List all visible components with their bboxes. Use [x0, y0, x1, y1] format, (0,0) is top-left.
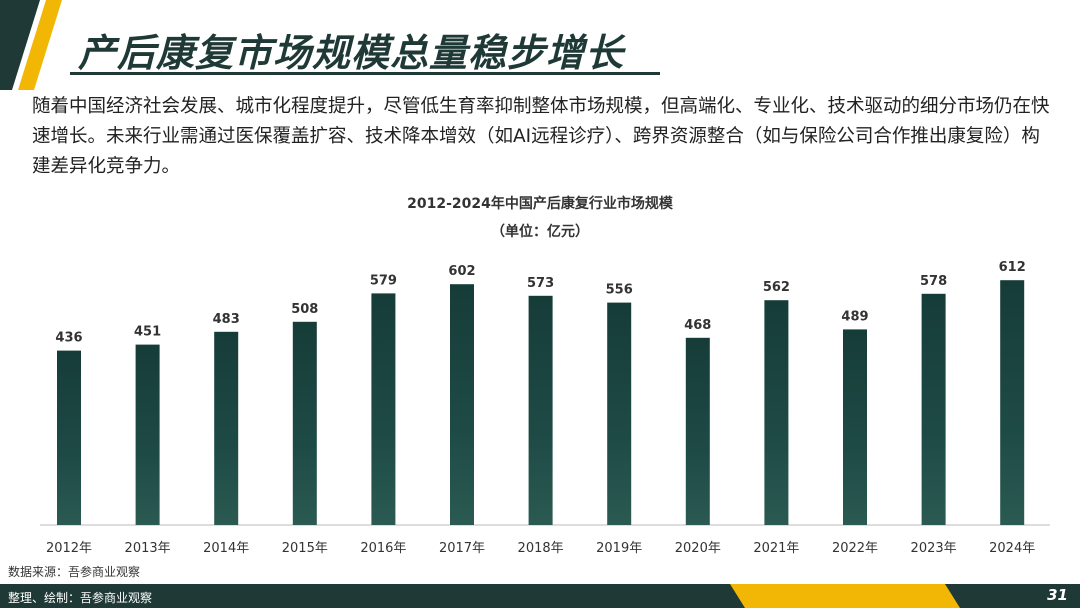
- data-label-2013年: 451: [134, 325, 161, 340]
- footer-credit: 整理、绘制：吾参商业观察: [8, 591, 153, 605]
- page-number: 31: [1047, 586, 1068, 604]
- x-tick-label: 2015年: [282, 541, 328, 556]
- x-tick-label: 2016年: [360, 541, 406, 556]
- bar-2017年: [450, 284, 474, 525]
- bar-2015年: [292, 321, 317, 525]
- slide-title: 产后康复市场规模总量稳步增长: [78, 31, 625, 75]
- x-tick-label: 2017年: [439, 541, 485, 556]
- data-source: 数据来源：吾参商业观察: [8, 565, 141, 579]
- bar-2013年: [135, 344, 160, 525]
- bar-2019年: [607, 302, 632, 525]
- x-tick-label: 2019年: [596, 541, 642, 556]
- bar-2012年: [57, 350, 81, 525]
- x-tick-label: 2018年: [518, 541, 564, 556]
- x-tick-label: 2021年: [753, 541, 799, 556]
- x-tick-label: 2023年: [911, 541, 957, 556]
- data-label-2023年: 578: [920, 274, 947, 289]
- corner-stripes-decoration: [0, 0, 62, 90]
- bar-2020年: [685, 337, 710, 525]
- intro-paragraph: 随着中国经济社会发展、城市化程度提升，尽管低生育率抑制整体市场规模，但高端化、专…: [32, 96, 1050, 177]
- x-tick-label: 2014年: [203, 541, 249, 556]
- data-label-2015年: 508: [291, 302, 318, 317]
- x-tick-label: 2013年: [125, 541, 171, 556]
- data-label-2012年: 436: [55, 331, 82, 346]
- x-tick-label: 2024年: [989, 541, 1035, 556]
- bar-2022年: [843, 329, 867, 525]
- bar-2016年: [371, 293, 396, 525]
- x-tick-label: 2012年: [46, 541, 92, 556]
- data-label-2019年: 556: [606, 283, 633, 298]
- data-label-2022年: 489: [841, 309, 868, 324]
- x-tick-label: 2022年: [832, 541, 878, 556]
- data-label-2020年: 468: [684, 318, 711, 333]
- data-label-2021年: 562: [763, 280, 790, 295]
- data-label-2014年: 483: [213, 312, 240, 327]
- bar-2023年: [921, 293, 946, 525]
- bar-2018年: [528, 295, 553, 525]
- data-label-2018年: 573: [527, 276, 554, 291]
- bar-chart: 436 2012年 451 2013年 483 2014年 508 2015年 579 2016年…: [40, 260, 1050, 556]
- title-underline: [70, 72, 660, 75]
- data-label-2017年: 602: [448, 264, 475, 279]
- data-label-2024年: 612: [999, 260, 1026, 275]
- x-tick-label: 2020年: [675, 541, 721, 556]
- bar-2024年: [1000, 280, 1025, 525]
- chart-subtitle: （单位：亿元）: [491, 224, 589, 240]
- bar-2021年: [764, 300, 789, 525]
- bars-layer: 436 2012年 451 2013年 483 2014年 508 2015年 579 2016年…: [46, 260, 1035, 556]
- data-label-2016年: 579: [370, 273, 397, 288]
- chart-title: 2012-2024年中国产后康复行业市场规模: [407, 196, 673, 212]
- footer-bar: [0, 584, 1080, 608]
- bar-2014年: [214, 331, 239, 525]
